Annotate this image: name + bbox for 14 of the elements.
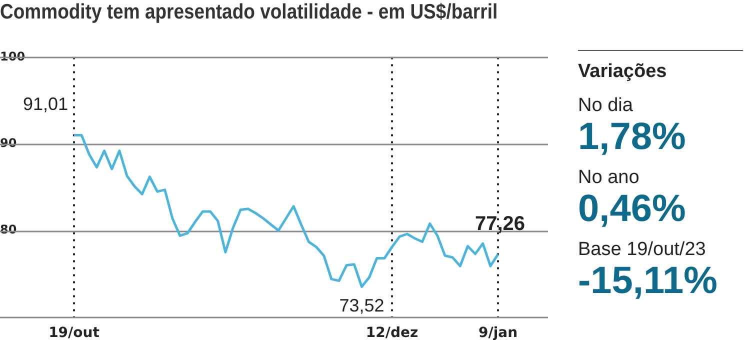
- x-tick-label: 9/jan: [478, 325, 518, 342]
- data-label: 77,26: [474, 212, 526, 235]
- text: No dia: [578, 95, 634, 117]
- data-label: 73,52: [339, 296, 384, 316]
- text: No ano: [578, 167, 640, 189]
- chart-title: Commodity tem apresentado volatilidade - em US$/barril: [0, 0, 498, 24]
- x-tick-label: 19/out: [48, 325, 100, 342]
- text: Variações: [578, 50, 743, 83]
- text: -15,11%: [578, 260, 718, 302]
- x-tick-label: 12/dez: [366, 325, 418, 342]
- text: 0,46%: [578, 188, 687, 230]
- text: Base 19/out/23: [578, 239, 707, 261]
- text: 1,78%: [578, 116, 687, 158]
- data-label: 91,01: [22, 94, 68, 114]
